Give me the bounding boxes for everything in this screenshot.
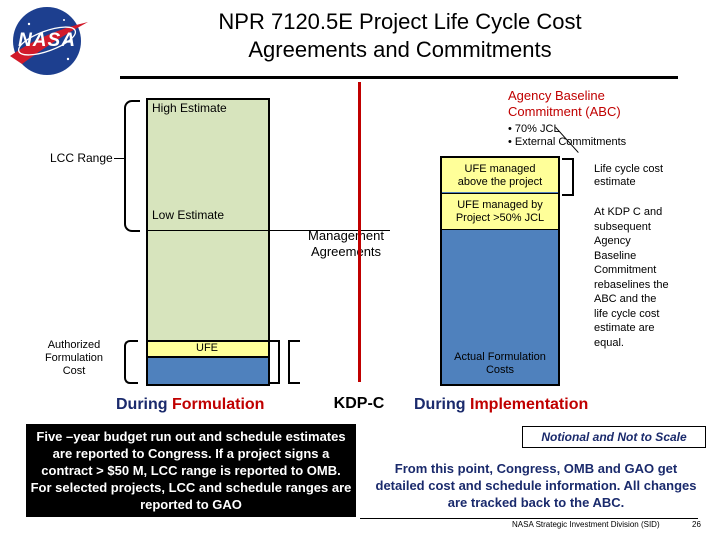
high-estimate-label: High Estimate — [152, 101, 227, 115]
rebaseline-note: At KDP C and subsequent Agency Baseline … — [594, 206, 669, 349]
formulation-ufe-label: UFE — [196, 342, 218, 354]
ufe-bracket-right — [268, 340, 280, 384]
formulation-estimate-bar — [146, 98, 270, 360]
lcc-estimate-label: Life cycle cost estimate — [594, 163, 664, 188]
footer-page-number: 26 — [692, 520, 701, 529]
ufe-bracket-left — [288, 340, 300, 384]
during-implementation-label: During Implementation — [414, 396, 589, 413]
low-estimate-label: Low Estimate — [152, 208, 225, 222]
nasa-logo-text: NASA — [18, 30, 76, 51]
authorized-cost-label: Authorized Formulation Cost — [44, 339, 104, 377]
title-rule — [120, 76, 678, 79]
formulation-actual-bar — [146, 356, 270, 386]
formulation-note: Five –year budget run out and schedule e… — [26, 424, 356, 517]
abc-title: Agency Baseline Commitment (ABC) — [508, 88, 621, 119]
lcc-range-pointer — [114, 158, 124, 159]
abc-bullets: • 70% JCL • External Commitments — [508, 123, 626, 149]
footer-org: NASA Strategic Investment Division (SID) — [512, 520, 660, 529]
lcc-estimate-brace — [562, 158, 574, 196]
ufe-above-segment — [442, 158, 558, 192]
low-estimate-line — [146, 230, 390, 231]
formulation-ufe-bar — [146, 340, 270, 358]
kdp-c-label: KDP-C — [333, 395, 385, 412]
authorized-cost-brace — [124, 340, 138, 384]
footer-rule — [360, 518, 698, 519]
ufe-by-label: UFE managed by Project >50% JCL — [455, 199, 545, 224]
notional-badge: Notional and Not to Scale — [522, 426, 706, 448]
abc-bullet: • 70% JCL — [508, 123, 560, 135]
management-agreements-label: Management Agreements — [308, 228, 384, 259]
ufe-by-segment — [442, 193, 558, 230]
kdp-c-line — [358, 82, 361, 382]
abc-bullet: • External Commitments — [508, 136, 627, 148]
implementation-note: From this point, Congress, OMB and GAO g… — [375, 461, 697, 510]
page-title: NPR 7120.5E Project Life Cycle Cost Agre… — [120, 8, 680, 64]
lcc-range-brace — [124, 100, 140, 232]
during-formulation-label: During Formulation — [116, 396, 265, 413]
nasa-logo: NASA — [4, 4, 90, 78]
lcc-range-label: LCC Range — [50, 151, 113, 165]
title-line-1: NPR 7120.5E Project Life Cycle Cost — [218, 9, 582, 34]
actual-costs-label: Actual Formulation Costs — [454, 351, 546, 376]
title-line-2: Agreements and Commitments — [248, 37, 552, 62]
ufe-above-label: UFE managed above the project — [457, 163, 543, 188]
